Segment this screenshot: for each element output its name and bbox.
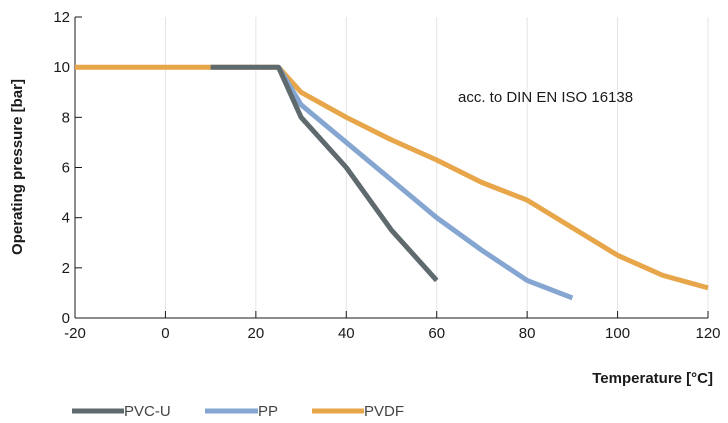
y-tick-label: 12 (53, 9, 70, 26)
y-tick-label: 10 (53, 59, 70, 76)
x-tick-label: 40 (338, 325, 355, 342)
x-tick-label: 120 (695, 325, 720, 342)
x-tick-label: 100 (605, 325, 630, 342)
series-line-pvc-u (210, 64, 439, 283)
y-tick-label: 0 (62, 310, 70, 327)
legend: PVC-U PP PVDF (72, 403, 404, 420)
x-tick-label: 80 (519, 325, 536, 342)
series-line-pp (276, 65, 574, 301)
y-tick-label: 6 (62, 160, 70, 177)
axes (74, 17, 708, 319)
x-axis-label: Temperature [°C] (592, 370, 713, 387)
standard-annotation: acc. to DIN EN ISO 16138 (458, 89, 633, 106)
legend-label-pp: PP (258, 403, 278, 420)
x-tick-label: -20 (64, 325, 86, 342)
x-tick-label: 60 (428, 325, 445, 342)
x-tick-label: 20 (248, 325, 265, 342)
series-line-pvdf (75, 64, 709, 291)
series-lines (75, 64, 709, 301)
legend-label-pvdf: PVDF (364, 403, 404, 420)
y-tick-label: 8 (62, 109, 70, 126)
grid-lines (164, 17, 709, 318)
legend-label-pvc-u: PVC-U (124, 403, 171, 420)
y-tick-label: 4 (62, 210, 70, 227)
y-axis-label: Operating pressure [bar] (9, 79, 26, 255)
y-tick-label: 2 (62, 260, 70, 277)
x-tick-label: 0 (161, 325, 169, 342)
